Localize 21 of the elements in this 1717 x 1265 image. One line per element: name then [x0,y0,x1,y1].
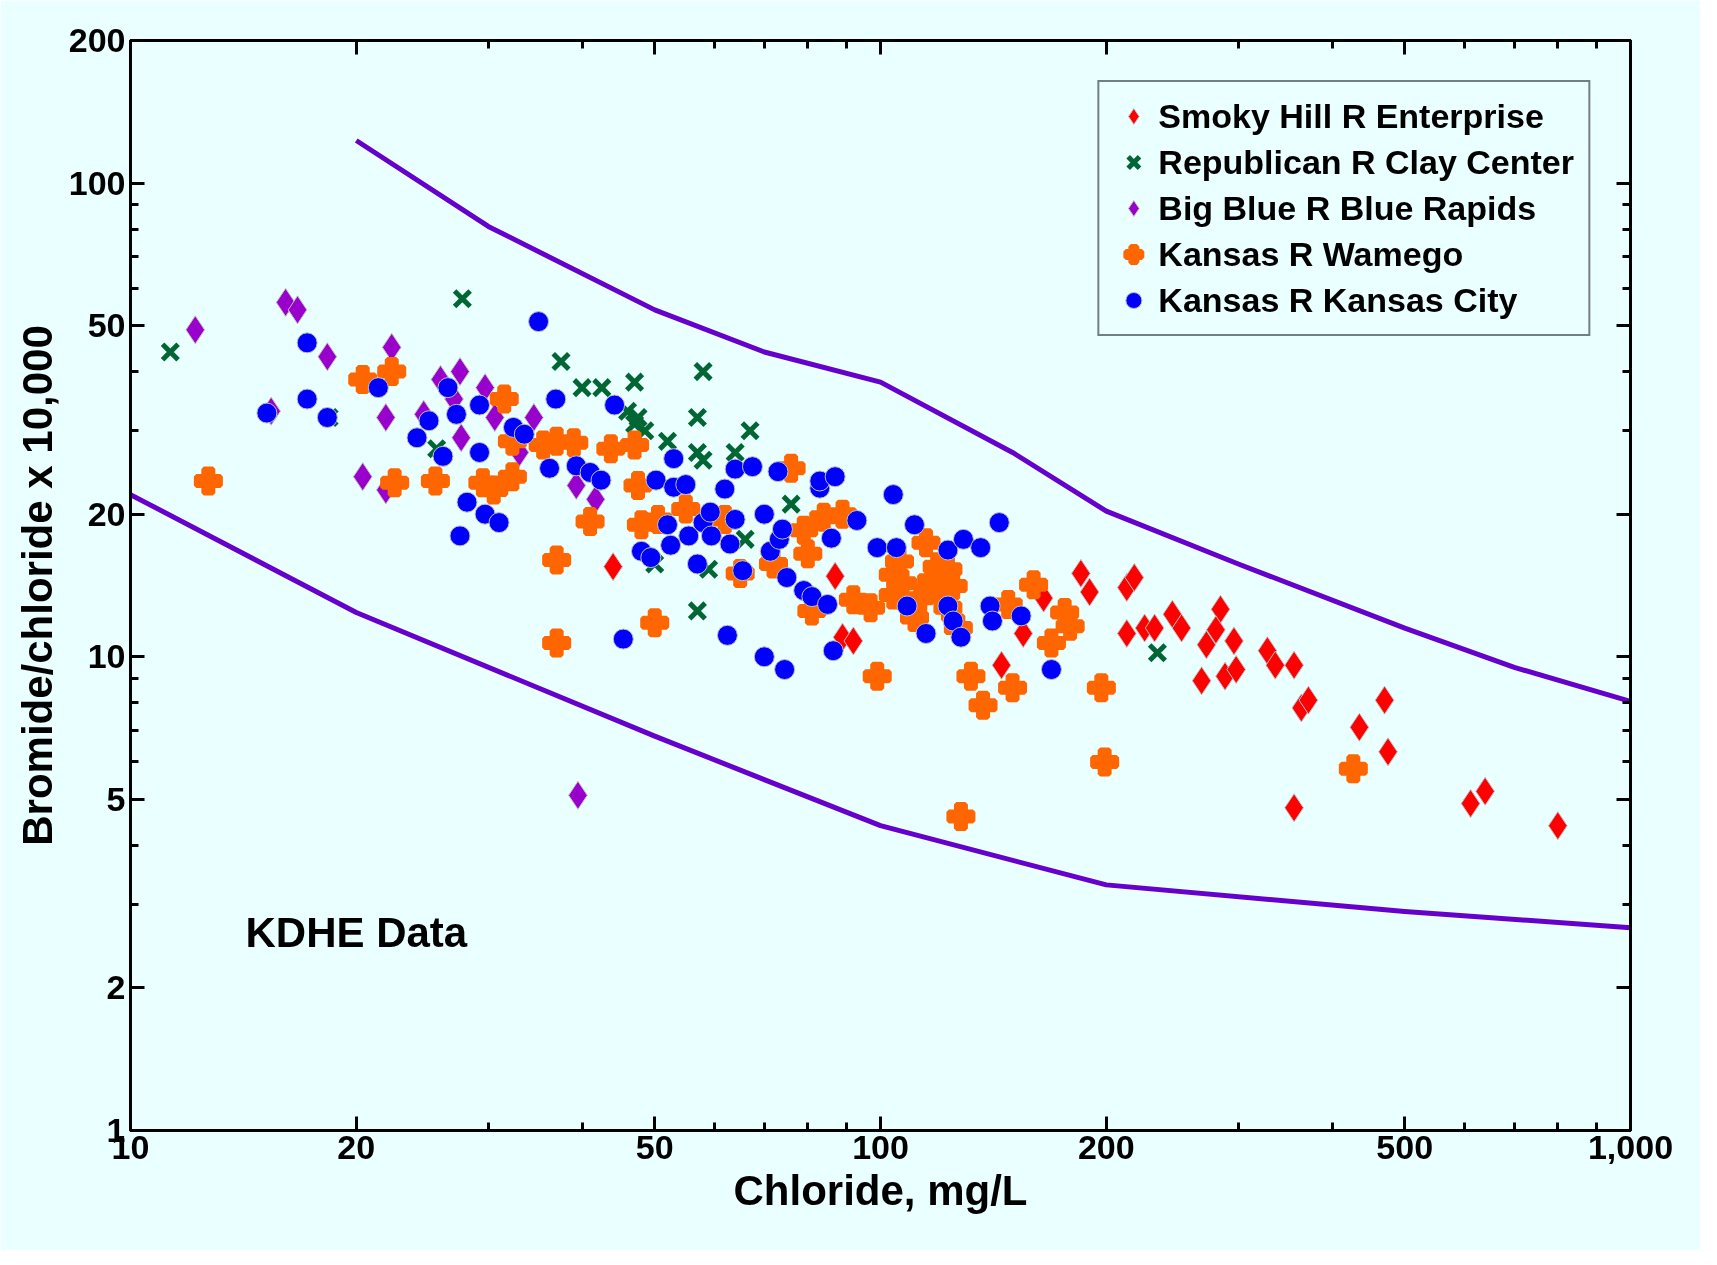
y-tick-label: 20 [87,494,126,533]
legend-label: Big Blue R Blue Rapids [1158,188,1537,228]
legend-label: Smoky Hill R Enterprise [1158,96,1544,136]
annotation: KDHE Data [245,908,468,956]
x-tick-label: 200 [1077,1127,1135,1166]
x-tick-label: 1,000 [1587,1127,1674,1166]
y-tick-label: 10 [87,637,126,676]
x-tick-label: 20 [337,1127,376,1166]
legend-label: Republican R Clay Center [1158,142,1574,182]
y-axis-title: Bromide/chloride x 10,000 [13,325,61,846]
y-tick-label: 2 [106,968,126,1007]
y-tick-label: 100 [68,163,126,202]
y-tick-label: 50 [87,306,126,345]
x-tick-label: 100 [852,1127,909,1166]
legend-label: Kansas R Wamego [1158,234,1464,274]
x-tick-label: 500 [1376,1127,1434,1166]
y-tick-label: 200 [68,21,126,59]
y-tick-label: 5 [106,779,126,818]
x-axis-title: Chloride, mg/L [733,1166,1028,1214]
legend-label: Kansas R Kansas City [1158,280,1518,320]
x-tick-label: 50 [635,1127,674,1166]
